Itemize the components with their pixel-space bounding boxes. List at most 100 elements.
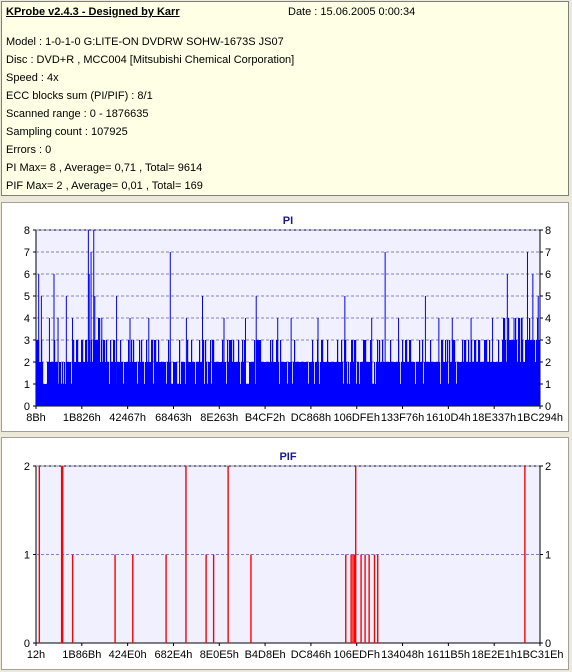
pi-bar [340,362,342,406]
pi-bar [235,362,237,406]
pi-bar [494,362,496,406]
pi-bar [307,362,309,406]
pi-bar [147,362,149,406]
pi-bar [501,362,503,406]
pi-bar [149,362,151,406]
pi-bar [96,340,98,406]
pi-bar [509,340,511,406]
pi-bar [131,340,133,406]
pi-bar [440,384,442,406]
pi-bar [411,362,413,406]
pi-bar [290,362,292,406]
pi-bar [533,340,535,406]
pi-ytick-label-right: 1 [545,379,551,391]
pi-bar [443,362,445,406]
pi-bar [515,318,517,406]
pi-bar [285,362,287,406]
pi-bar [37,340,39,406]
pi-bar [270,340,272,406]
pi-bar [333,362,335,406]
info-panel: KProbe v2.4.3 - Designed by Karr Date : … [1,1,569,196]
pif-xtick-label: 8E0E5h [200,649,239,661]
pi-ytick-label-right: 6 [545,269,551,281]
pi-bar [109,384,111,406]
pi-bar [422,340,424,406]
pi-xtick-label: DC868h [291,412,331,424]
pi-bar [395,362,397,406]
app-title: KProbe v2.4.3 - Designed by Karr [6,6,180,18]
pi-bar [426,362,428,406]
pi-bar [434,362,436,406]
pif-bar [250,554,252,643]
pi-bar [208,362,210,406]
pif-bar [345,554,347,643]
pi-bar [233,340,235,406]
pi-ytick-label-right: 0 [545,401,551,413]
pi-bar [234,362,236,406]
pi-bar [104,340,106,406]
pi-bar [86,340,88,406]
pi-bar [516,340,518,406]
pi-bar [210,340,212,406]
pi-bar [486,340,488,406]
pif-bar [373,554,376,643]
pi-bar [60,362,62,406]
pi-bar [324,362,326,406]
pi-bar [55,362,57,406]
pi-bar [405,340,407,406]
pi-bar [180,384,182,406]
pi-bar [472,362,474,406]
pi-xtick-label: 106DFEh [333,412,379,424]
pi-bar [345,340,347,406]
info-pi-stats: PI Max= 8 , Average= 0,71 , Total= 9614 [6,162,203,174]
pi-ytick-label-right: 5 [545,291,551,303]
pi-bar [309,362,311,406]
pi-bar [63,384,65,406]
pi-bar [204,384,206,406]
pi-bar [51,362,53,406]
pi-bar [464,340,466,406]
pi-bar [502,340,504,406]
pi-xtick-label: B4CF2h [245,412,285,424]
pi-bar [430,340,432,406]
pi-bar [117,362,119,406]
pi-bar [453,340,455,406]
pi-bar [56,362,58,406]
pi-bar [48,362,50,406]
pi-bar [384,362,386,406]
pi-bar [490,362,492,406]
pi-bar [418,362,420,406]
pi-bar [342,362,344,406]
pi-bar [437,362,439,406]
pi-bar [195,384,197,406]
pi-bar [267,362,269,406]
pi-bar [159,362,161,406]
pi-bar [416,362,418,406]
pi-bar [168,340,170,406]
pi-bar [489,340,491,406]
pi-bar [360,362,362,406]
pi-bar [175,362,177,406]
pi-bar [127,362,129,406]
pi-bar [142,362,144,406]
pi-bar [478,340,480,406]
info-scanned-range: Scanned range : 0 - 1876635 [6,108,149,120]
pi-bar [150,362,152,406]
pi-bar [493,362,495,406]
pi-bar [451,362,453,406]
pi-bar [263,362,265,406]
pi-bar [120,340,122,406]
pif-ytick-label-right: 1 [545,550,551,562]
pi-bar [254,340,256,406]
pi-ytick-label-left: 4 [24,313,30,325]
pi-xtick-label: 1610D4h [426,412,471,424]
pi-bar [325,362,327,406]
pif-ytick-label-left: 2 [24,461,30,473]
pi-bar [295,362,297,406]
pi-bar [449,340,451,406]
pi-bar [269,362,271,406]
pi-bar [50,362,52,406]
pif-xtick-label: 12h [27,649,45,661]
pi-bar [319,384,321,406]
pi-bar [240,384,242,406]
